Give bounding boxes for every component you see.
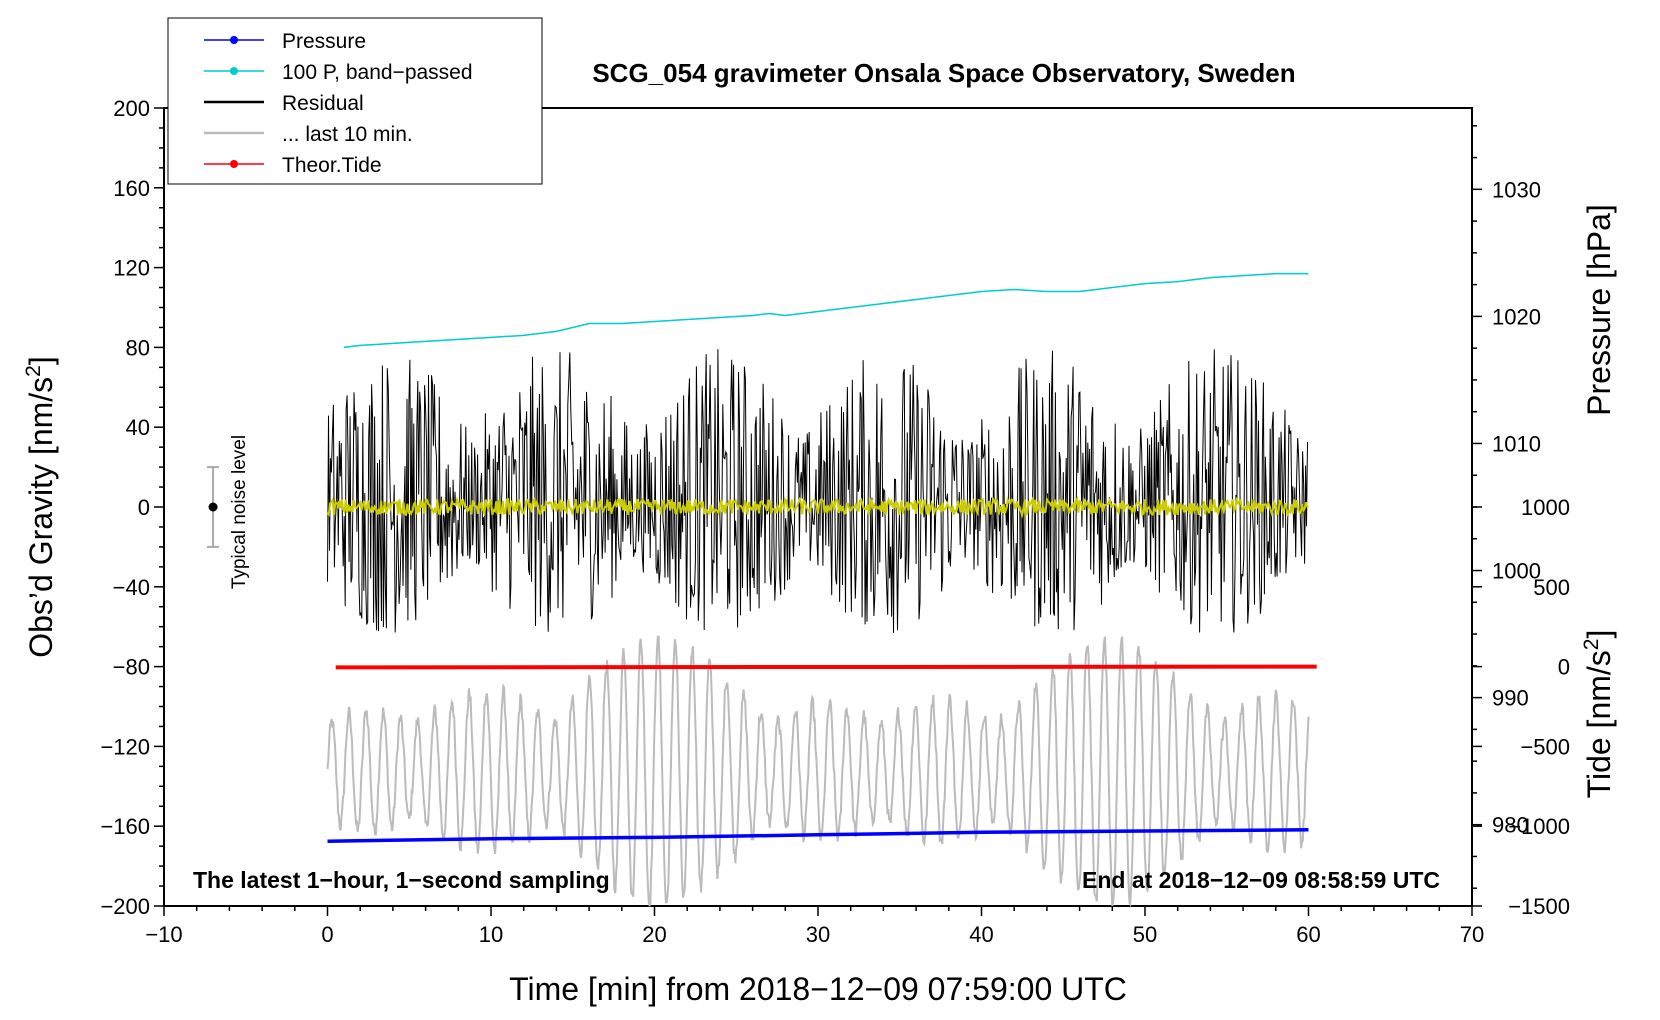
pressure-tick-label: 1000 [1492, 559, 1541, 584]
chart-title: SCG_054 gravimeter Onsala Space Observat… [592, 58, 1295, 88]
tide-axis-label: Tide [nm/s2] [1580, 630, 1617, 799]
pressure-tick-label: 980 [1492, 813, 1529, 838]
y-axis-label-sup: 2 [22, 365, 45, 377]
pressure-line [327, 828, 1309, 843]
tide-tick-label: 500 [1533, 575, 1570, 600]
y-axis-label-text: Obs’d Gravity [nm/s [23, 377, 59, 658]
last-10-min-line [326, 635, 1310, 908]
sampling-annotation: The latest 1−hour, 1−second sampling [193, 867, 610, 893]
residual-bandpassed-series [326, 495, 1309, 519]
y-tick-label: −200 [100, 894, 150, 919]
noise-level-bar [207, 466, 220, 548]
y-tick-label: 0 [138, 495, 150, 520]
tide-axis-label-sup: 2 [1580, 639, 1603, 651]
tide-tick-label: −1000 [1508, 814, 1570, 839]
legend-label: 100 P, band−passed [282, 61, 473, 84]
pressure-series [327, 828, 1309, 843]
y-tick-label: −120 [100, 734, 150, 759]
noise-bar-center [208, 502, 218, 512]
bandpassed-pressure-line [343, 272, 1309, 349]
y-axis-label-close: ] [23, 356, 59, 365]
last-10-min-series [326, 635, 1310, 908]
x-tick-label: 60 [1296, 922, 1320, 947]
x-tick-label: 40 [969, 922, 993, 947]
pressure-tick-label: 1030 [1492, 177, 1541, 202]
legend-label: ... last 10 min. [282, 123, 413, 146]
y-tick-label: 200 [113, 96, 150, 121]
tide-tick-label: −500 [1520, 734, 1570, 759]
theoretical-tide-line [335, 664, 1317, 670]
legend: Pressure 100 P, band−passed Residual ... la… [167, 17, 543, 185]
tide-axis-label-close: ] [1581, 630, 1617, 639]
pressure-tick-label: 1020 [1492, 304, 1541, 329]
legend-marker [230, 160, 238, 168]
legend-marker [230, 67, 238, 75]
x-axis: −10 0 10 20 30 40 50 60 70 [145, 906, 1484, 947]
residual-line [327, 349, 1308, 634]
y-tick-label: −80 [113, 655, 150, 680]
tide-tick-label: 0 [1558, 655, 1570, 680]
tide-axis-label-text: Tide [nm/s [1581, 650, 1617, 798]
pressure-axis-label: Pressure [hPa] [1581, 204, 1617, 416]
tide-tick-label: 1000 [1521, 495, 1570, 520]
y-tick-label: 80 [126, 335, 150, 360]
pressure-tick-label: 990 [1492, 686, 1529, 711]
y-tick-label: −160 [100, 814, 150, 839]
x-tick-label: 30 [806, 922, 830, 947]
noise-level-label: Typical noise level [229, 435, 250, 589]
theoretical-tide-series [335, 664, 1317, 670]
y-axis-pressure: 980 990 1000 1010 1020 1030 [1472, 125, 1541, 889]
y-tick-label: 40 [126, 415, 150, 440]
legend-label: Theor.Tide [282, 154, 382, 177]
y-tick-label: −40 [113, 575, 150, 600]
legend-label: Pressure [282, 30, 366, 53]
x-tick-label: 10 [479, 922, 503, 947]
bandpassed-pressure-series [343, 272, 1309, 349]
residual-series [327, 349, 1308, 634]
legend-label: Residual [282, 92, 364, 115]
residual-bandpassed-line [326, 495, 1309, 519]
x-tick-label: −10 [145, 922, 182, 947]
x-tick-label: 50 [1133, 922, 1157, 947]
x-axis-label: Time [min] from 2018−12−09 07:59:00 UTC [509, 971, 1127, 1007]
tide-tick-label: −1500 [1508, 894, 1570, 919]
end-time-annotation: End at 2018−12−09 08:58:59 UTC [1082, 867, 1440, 893]
legend-marker [230, 36, 238, 44]
x-tick-label: 70 [1460, 922, 1484, 947]
x-tick-label: 20 [642, 922, 666, 947]
y-tick-label: 160 [113, 176, 150, 201]
x-tick-label: 0 [321, 922, 333, 947]
pressure-tick-label: 1010 [1492, 431, 1541, 456]
y-axis-gravity: −200 −160 −120 −80 −40 0 40 80 120 160 200 [100, 96, 164, 919]
y-tick-label: 120 [113, 256, 150, 281]
y-axis-label: Obs’d Gravity [nm/s2] [22, 356, 59, 658]
